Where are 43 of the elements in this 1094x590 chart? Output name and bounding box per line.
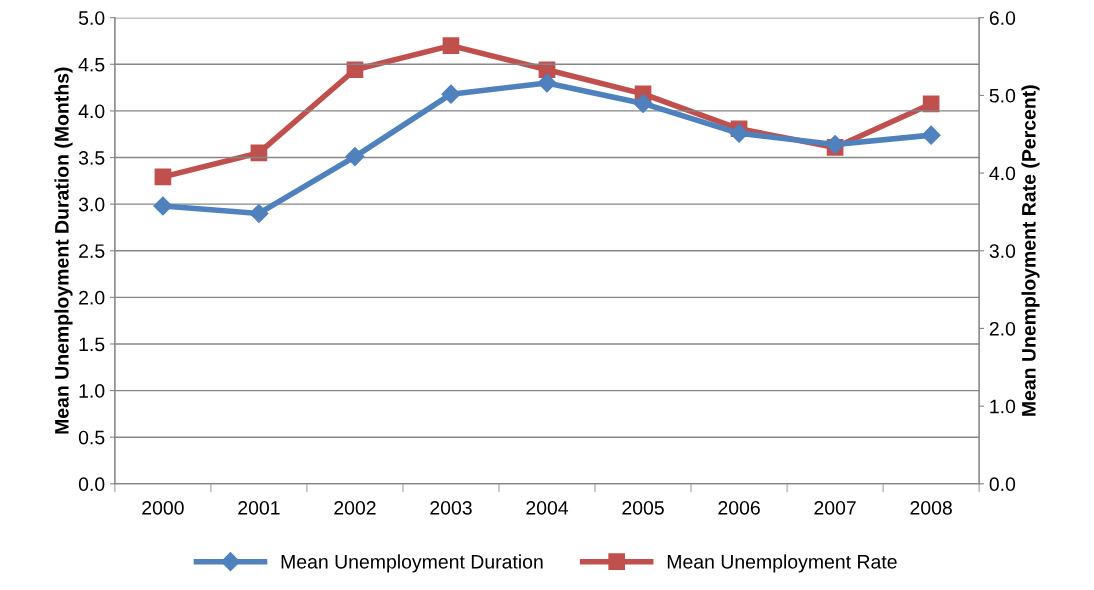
y2-tick-label: 6.0: [989, 11, 1016, 25]
y-tick-label: 1.5: [79, 337, 105, 352]
legend-label: Mean Unemployment Duration: [281, 554, 543, 573]
y-tick-label: 5.0: [78, 11, 105, 25]
x-tick-label: 2002: [334, 500, 376, 515]
point: [442, 37, 460, 54]
x-tick-label: 2008: [910, 500, 952, 515]
y2-tick-label: 2.0: [989, 321, 1016, 336]
y2-tick-label: 3.0: [989, 244, 1016, 258]
point: [154, 168, 172, 186]
point: [921, 125, 941, 145]
y2-tick-label: 0.0: [989, 477, 1016, 492]
y-tick-label: 0.0: [78, 477, 105, 492]
point: [633, 93, 653, 113]
y2-axis-title: Mean Unemployment Rate (Percent): [1021, 85, 1040, 416]
x-tick-label: 2003: [430, 500, 472, 515]
point: [537, 73, 557, 93]
y-tick-label: 3.5: [78, 151, 105, 165]
point: [346, 61, 364, 79]
y-tick-label: 2.5: [79, 244, 105, 258]
y-tick-label: 2.0: [79, 290, 105, 305]
y2-tick-label: 1.0: [990, 399, 1016, 414]
x-tick-label: 2004: [526, 500, 569, 515]
point: [825, 134, 845, 155]
y-tick-label: 4.0: [78, 104, 105, 119]
y-tick-label: 3.0: [78, 197, 105, 212]
y-tick-label: 1.0: [79, 384, 105, 398]
y2-tick-label: 4.0: [989, 166, 1016, 181]
y-tick-label: 0.5: [78, 430, 105, 445]
x-tick-label: 2000: [142, 500, 184, 515]
point: [249, 203, 269, 223]
y2-tick-label: 5.0: [989, 88, 1016, 103]
point: [153, 196, 173, 216]
point: [345, 147, 365, 167]
x-tick-label: 2007: [814, 500, 856, 515]
point: [441, 84, 461, 104]
x-tick-label: 2005: [622, 500, 664, 515]
y-tick-label: 4.5: [78, 57, 105, 72]
point: [729, 123, 749, 143]
x-tick-label: 2006: [718, 500, 760, 515]
legend-label: Mean Unemployment Rate: [667, 554, 897, 573]
y-axis-title: Mean Unemployment Duration (Months): [54, 67, 73, 434]
x-tick-label: 2001: [238, 500, 280, 515]
